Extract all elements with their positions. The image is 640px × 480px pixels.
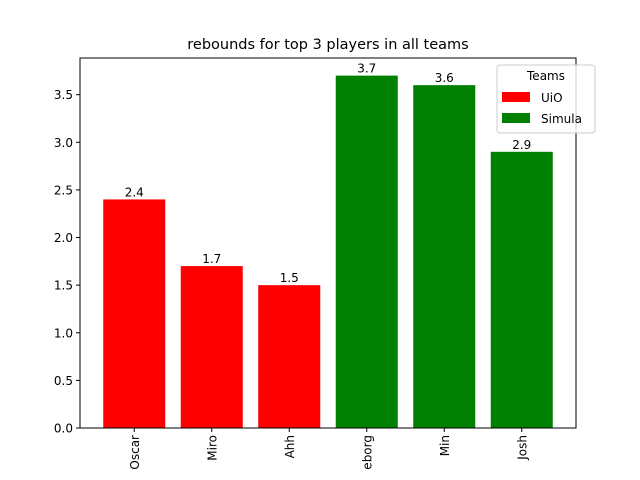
bar-value-label: 3.7	[357, 62, 376, 76]
legend-swatch-simula	[502, 113, 530, 123]
y-tick-label: 2.0	[54, 231, 73, 245]
y-tick-label: 0.0	[54, 422, 73, 436]
y-tick-label: 3.5	[54, 88, 73, 102]
y-tick-label: 1.5	[54, 279, 73, 293]
y-axis: 0.0 0.5 1.0 1.5 2.0 2.5 3.0 3.5	[54, 88, 80, 436]
legend-label-uio: UiO	[541, 91, 563, 105]
legend-label-simula: Simula	[541, 112, 582, 126]
x-tick-label: Min	[438, 435, 452, 456]
chart-title: rebounds for top 3 players in all teams	[187, 37, 468, 53]
x-axis: Oscar Miro Ahh eborg Min Josh	[128, 428, 529, 470]
y-tick-label: 1.0	[54, 326, 73, 340]
bar-value-label: 3.6	[435, 71, 454, 85]
y-tick-label: 3.0	[54, 136, 73, 150]
x-tick-label: eborg	[360, 435, 374, 470]
y-tick-label: 2.5	[54, 183, 73, 197]
bar-value-label: 1.7	[202, 252, 221, 266]
legend-swatch-uio	[502, 92, 530, 102]
x-tick-label: Ahh	[283, 435, 297, 458]
bar-min	[413, 85, 476, 429]
bar-value-label: 1.5	[280, 271, 299, 285]
bar-value-label: 2.4	[125, 185, 144, 199]
bar-value-label: 2.9	[512, 138, 531, 152]
x-tick-label: Miro	[205, 435, 219, 461]
x-tick-label: Josh	[515, 435, 529, 461]
legend-title: Teams	[526, 69, 565, 83]
bar-ahh	[258, 285, 321, 428]
x-tick-label: Oscar	[128, 435, 142, 470]
bar-oscar	[103, 199, 166, 428]
bar-eborg	[335, 75, 398, 428]
legend: Teams UiO Simula	[496, 64, 596, 134]
bars-layer	[103, 75, 553, 429]
bar-josh	[490, 151, 553, 429]
y-tick-label: 0.5	[54, 374, 73, 388]
bar-labels-layer: 2.4 1.7 1.5 3.7 3.6 2.9	[125, 62, 532, 286]
bar-miro	[180, 266, 243, 428]
plot-frame	[79, 57, 577, 429]
